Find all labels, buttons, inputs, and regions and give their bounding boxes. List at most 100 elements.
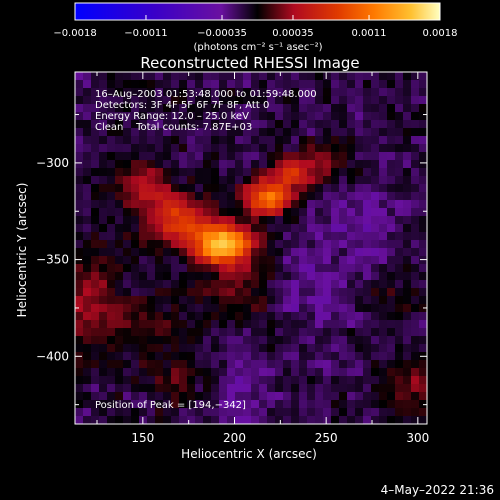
heatmap-cell xyxy=(131,144,140,153)
heatmap-cell xyxy=(187,232,196,241)
heatmap-cell xyxy=(195,96,204,105)
heatmap-cell xyxy=(403,344,412,353)
heatmap-cell xyxy=(235,384,244,393)
heatmap-cell xyxy=(195,216,204,225)
heatmap-cell xyxy=(339,72,348,81)
heatmap-cell xyxy=(203,384,212,393)
heatmap-cell xyxy=(219,264,228,273)
heatmap-cell xyxy=(339,240,348,249)
heatmap-cell xyxy=(283,344,292,353)
heatmap-cell xyxy=(131,312,140,321)
heatmap-cell xyxy=(315,112,324,121)
heatmap-cell xyxy=(387,328,396,337)
heatmap-cell xyxy=(123,336,132,345)
heatmap-cell xyxy=(107,392,116,401)
heatmap-cell xyxy=(75,88,84,97)
plot-frame xyxy=(74,71,428,425)
heatmap-cell xyxy=(123,128,132,137)
heatmap-cell xyxy=(147,184,156,193)
heatmap-cell xyxy=(379,304,388,313)
heatmap-cell xyxy=(219,184,228,193)
heatmap-cell xyxy=(227,192,236,201)
heatmap-cell xyxy=(123,120,132,129)
heatmap-cell xyxy=(163,312,172,321)
heatmap-cell xyxy=(387,240,396,249)
heatmap-cell xyxy=(267,344,276,353)
heatmap-cell xyxy=(251,136,260,145)
heatmap-cell xyxy=(91,256,100,265)
heatmap-cell xyxy=(323,200,332,209)
heatmap-cell xyxy=(195,280,204,289)
heatmap-cell xyxy=(379,200,388,209)
heatmap-cell xyxy=(251,416,260,424)
heatmap-cell xyxy=(171,400,180,409)
heatmap-cell xyxy=(187,400,196,409)
heatmap-cell xyxy=(195,224,204,233)
heatmap-cell xyxy=(419,96,427,105)
heatmap-cell xyxy=(243,416,252,424)
heatmap-cell xyxy=(139,216,148,225)
heatmap-cell xyxy=(99,72,108,81)
heatmap-cell xyxy=(107,304,116,313)
heatmap-cell xyxy=(131,400,140,409)
heatmap-cell xyxy=(387,232,396,241)
heatmap-cell xyxy=(179,360,188,369)
heatmap-cell xyxy=(83,72,92,81)
heatmap-cell xyxy=(419,384,427,393)
heatmap-cell xyxy=(147,200,156,209)
heatmap-cell xyxy=(275,304,284,313)
heatmap-cell xyxy=(203,328,212,337)
heatmap-cell xyxy=(355,296,364,305)
heatmap-cell xyxy=(235,72,244,81)
heatmap-cell xyxy=(315,368,324,377)
heatmap-cell xyxy=(379,144,388,153)
heatmap-cell xyxy=(299,328,308,337)
heatmap-cell xyxy=(243,96,252,105)
heatmap-cell xyxy=(235,376,244,385)
heatmap-cell xyxy=(147,376,156,385)
heatmap-cell xyxy=(91,152,100,161)
heatmap-cell xyxy=(99,264,108,273)
heatmap-cell xyxy=(243,304,252,313)
heatmap-cell xyxy=(187,192,196,201)
heatmap-cell xyxy=(347,144,356,153)
heatmap-cell xyxy=(219,136,228,145)
heatmap-cell xyxy=(259,272,268,281)
heatmap-cell xyxy=(83,280,92,289)
heatmap-cell xyxy=(363,120,372,129)
heatmap-cell xyxy=(195,304,204,313)
heatmap-cell xyxy=(107,384,116,393)
heatmap-cell xyxy=(323,152,332,161)
heatmap-cell xyxy=(315,352,324,361)
heatmap-cell xyxy=(275,160,284,169)
heatmap-cell xyxy=(339,152,348,161)
heatmap-cell xyxy=(355,360,364,369)
heatmap-cell xyxy=(203,224,212,233)
heatmap-cell xyxy=(275,80,284,89)
heatmap-cell xyxy=(219,88,228,97)
heatmap-cell xyxy=(203,232,212,241)
heatmap-cell xyxy=(251,280,260,289)
heatmap-cell xyxy=(411,88,420,97)
heatmap-cell xyxy=(307,72,316,81)
heatmap-cell xyxy=(403,104,412,113)
heatmap-cell xyxy=(155,288,164,297)
heatmap-cell xyxy=(267,360,276,369)
heatmap-cell xyxy=(419,264,427,273)
heatmap-cell xyxy=(211,176,220,185)
heatmap-cell xyxy=(187,296,196,305)
heatmap-cell xyxy=(267,256,276,265)
heatmap-cell xyxy=(363,416,372,424)
heatmap-cell xyxy=(355,344,364,353)
heatmap-cell xyxy=(115,80,124,89)
heatmap-cell xyxy=(331,360,340,369)
heatmap-cell xyxy=(275,320,284,329)
heatmap-cell xyxy=(315,120,324,129)
heatmap-cell xyxy=(323,344,332,353)
heatmap-cell xyxy=(187,200,196,209)
heatmap-cell xyxy=(107,264,116,273)
heatmap-cell xyxy=(347,344,356,353)
heatmap-cell xyxy=(155,328,164,337)
heatmap-cell xyxy=(91,376,100,385)
heatmap-cell xyxy=(259,208,268,217)
